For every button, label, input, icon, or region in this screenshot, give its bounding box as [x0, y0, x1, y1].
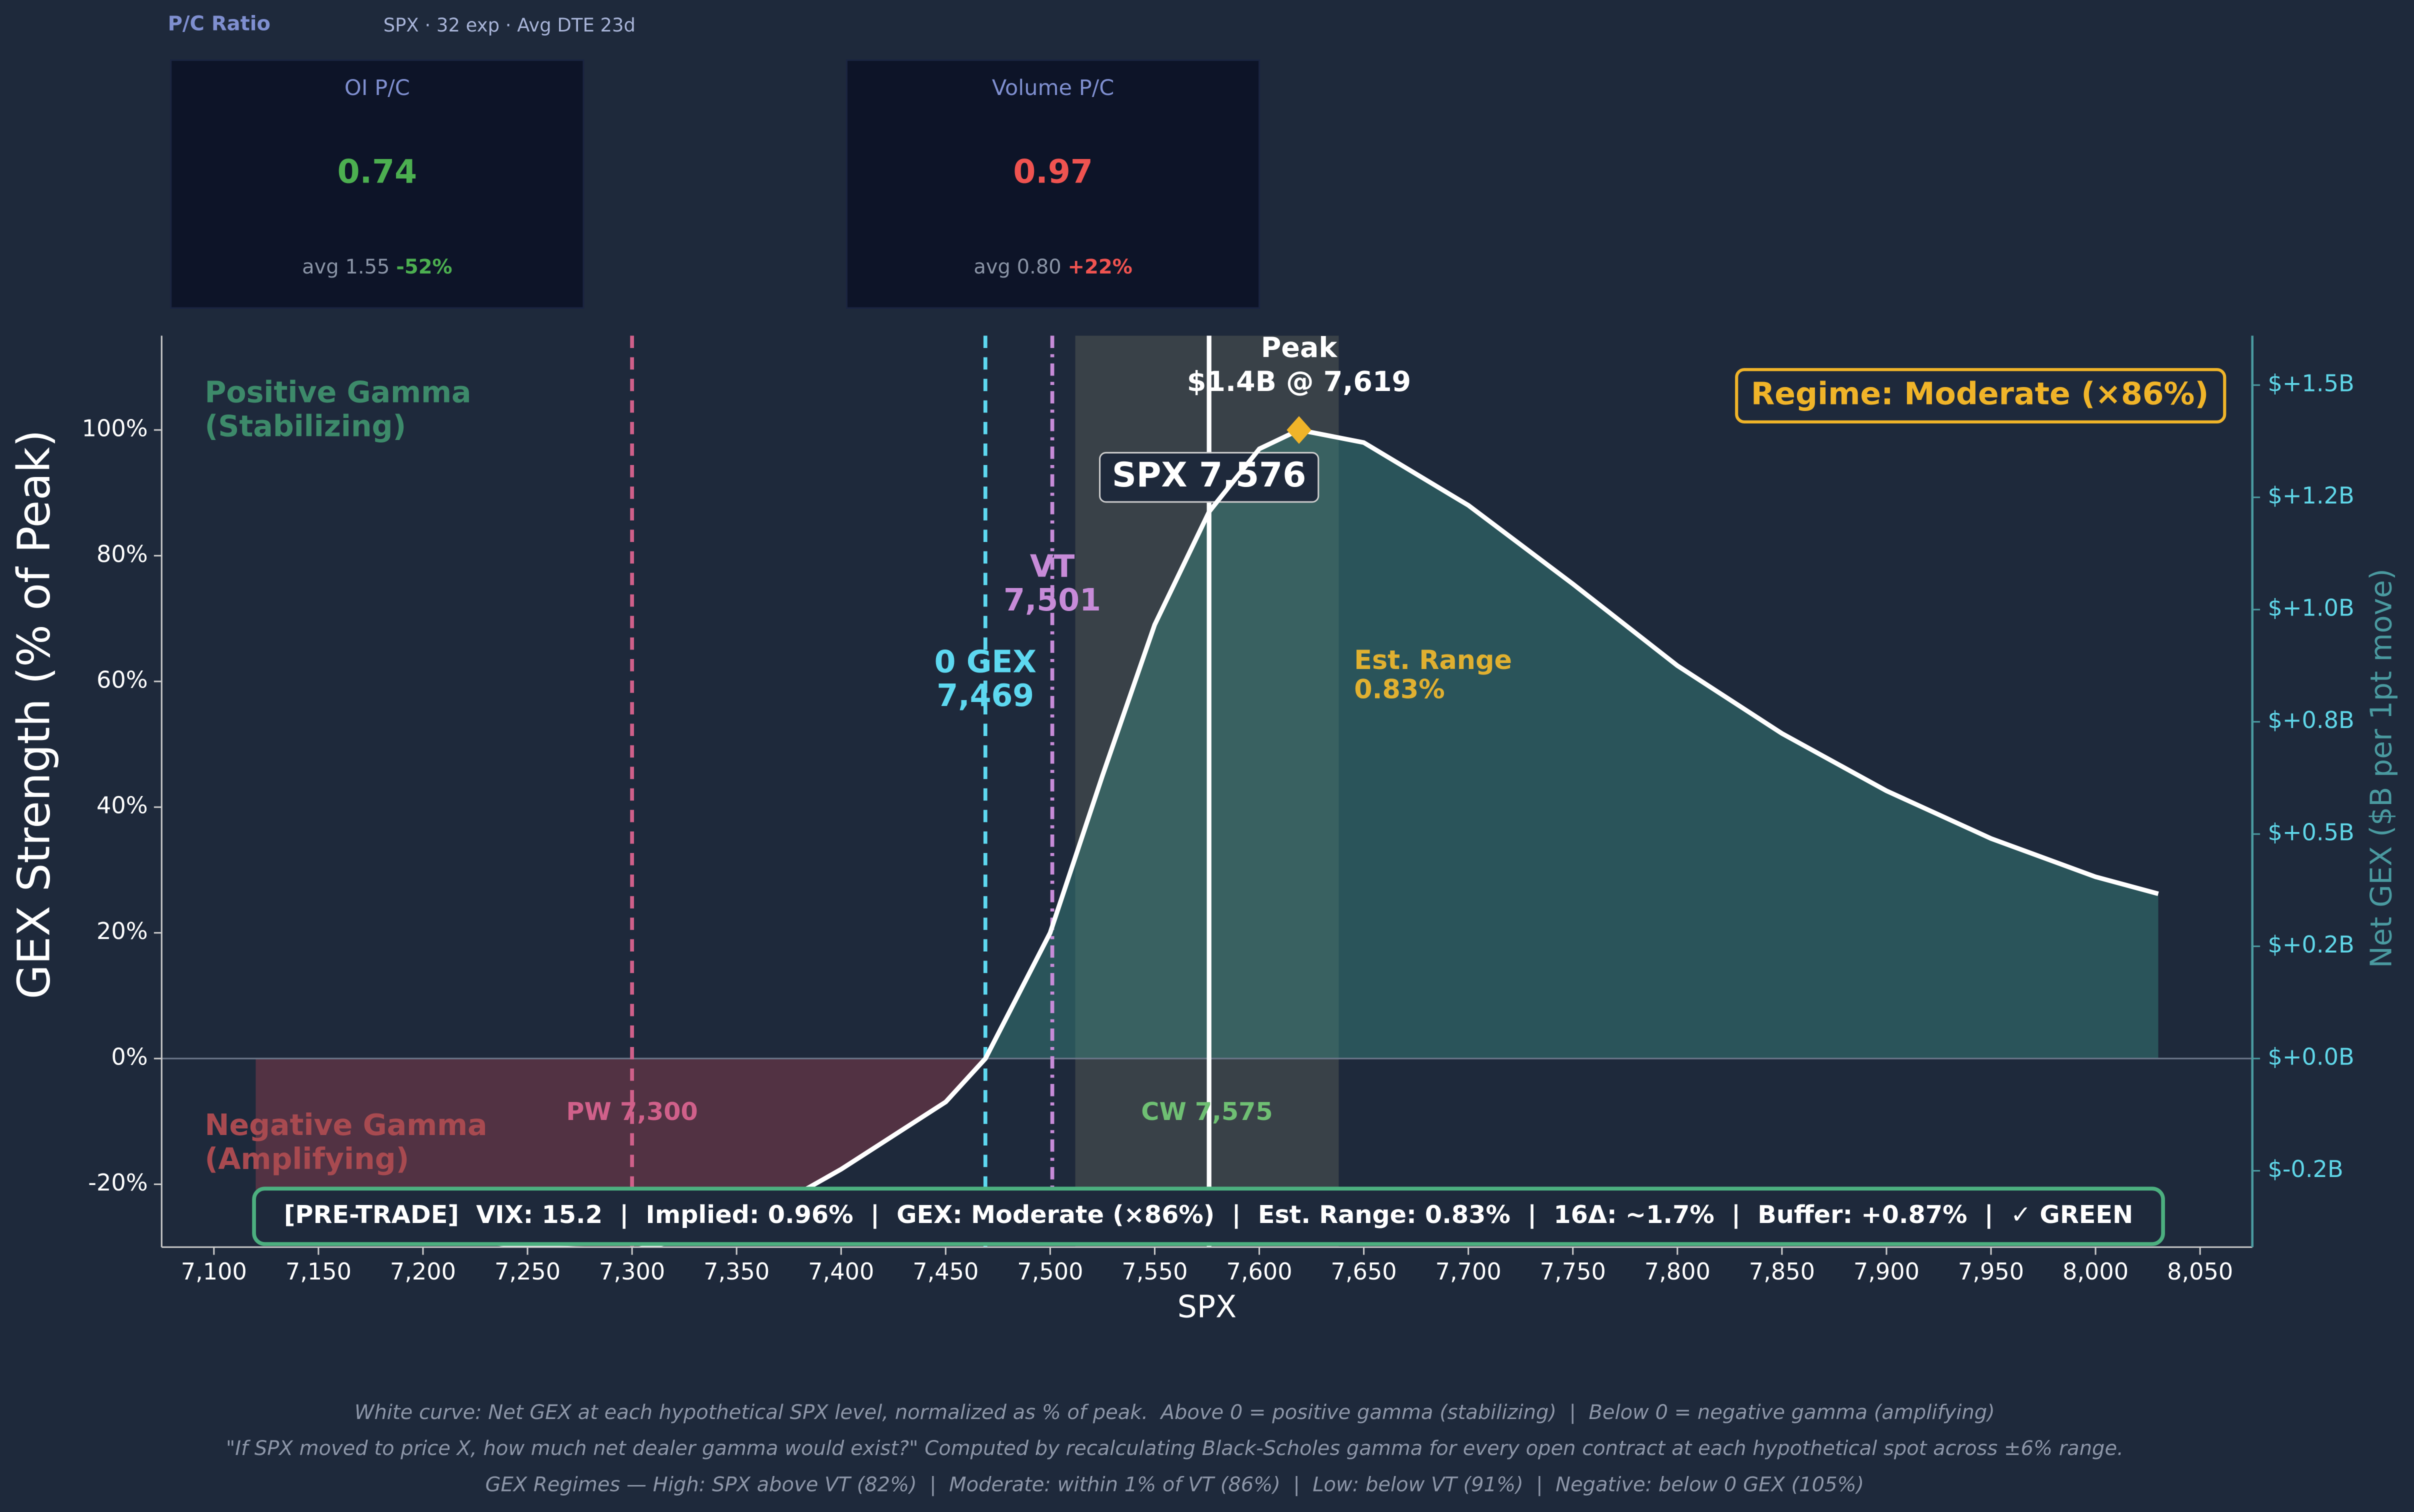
x-tick-label: 7,800	[1644, 1258, 1710, 1285]
region-label: (Amplifying)	[205, 1142, 410, 1176]
status-box	[252, 1186, 2165, 1246]
x-tick-label: 7,650	[1331, 1258, 1397, 1285]
regime-label: Regime: Moderate (×86%)	[1751, 376, 2209, 412]
regime-box	[1735, 368, 2226, 424]
x-tick-label: 7,400	[808, 1258, 874, 1285]
y2-tick-label: $+1.5B	[2268, 370, 2354, 397]
est-range-label: 0.83%	[1354, 674, 1445, 705]
y2-tick-label: $+0.2B	[2268, 931, 2354, 958]
y2-tick-label: $+1.0B	[2268, 594, 2354, 622]
y2-tick-label: $-0.2B	[2268, 1156, 2343, 1182]
x-tick-label: 8,050	[2167, 1258, 2233, 1285]
x-tick-label: 7,450	[912, 1258, 978, 1285]
x-tick-label: 7,550	[1122, 1258, 1188, 1285]
footnote: White curve: Net GEX at each hypothetica…	[354, 1401, 1995, 1424]
x-tick-label: 7,850	[1749, 1258, 1815, 1285]
x-tick-label: 7,500	[1017, 1258, 1083, 1285]
level-label: VT	[1030, 548, 1075, 584]
x-tick-label: 7,950	[1958, 1258, 2024, 1285]
card-label: OI P/C	[344, 76, 410, 100]
x-tick-label: 7,600	[1226, 1258, 1292, 1285]
y-tick-label: 60%	[96, 666, 148, 693]
region-label: Positive Gamma	[205, 376, 472, 410]
pc-card: Volume P/C 0.97 avg 0.80 +22%	[846, 59, 1260, 309]
card-bg	[846, 59, 1260, 309]
region-label: Negative Gamma	[205, 1108, 488, 1142]
card-avg: avg 1.55 -52%	[302, 256, 452, 278]
level-label: PW 7,300	[566, 1097, 698, 1126]
peak-marker	[1286, 416, 1312, 444]
y-tick-label: 80%	[96, 540, 148, 568]
card-label: Volume P/C	[992, 76, 1114, 100]
card-change: -52%	[396, 256, 452, 278]
y2-tick-label: $+0.8B	[2268, 706, 2354, 734]
x-tick-label: 7,750	[1540, 1258, 1606, 1285]
card-value: 0.97	[1013, 154, 1093, 191]
level-label: CW 7,575	[1141, 1097, 1272, 1126]
x-tick-label: 7,350	[704, 1258, 770, 1285]
card-bg	[170, 59, 584, 309]
footnote: GEX Regimes — High: SPX above VT (82%) |…	[486, 1473, 1864, 1496]
card-avg-value: avg 1.55	[302, 256, 390, 278]
header-subtitle: SPX · 32 exp · Avg DTE 23d	[384, 14, 636, 36]
y-tick-label: 0%	[111, 1044, 148, 1070]
level-label: 7,469	[936, 678, 1034, 714]
level-label: SPX 7,576	[1112, 455, 1306, 494]
x-tick-label: 8,000	[2062, 1258, 2128, 1285]
level-label-box	[1099, 452, 1320, 503]
est-range-label: Est. Range	[1354, 645, 1512, 676]
region-label: (Stabilizing)	[205, 409, 406, 443]
header-title: P/C Ratio	[168, 12, 270, 35]
card-avg-value: avg 0.80	[974, 256, 1061, 278]
y-tick-label: 100%	[82, 414, 148, 442]
x-tick-label: 7,100	[181, 1258, 247, 1285]
x-tick-label: 7,200	[390, 1258, 456, 1285]
y-tick-label: 20%	[96, 918, 148, 944]
footnote: "If SPX moved to price X, how much net d…	[226, 1437, 2124, 1460]
y-tick-label: 40%	[96, 792, 148, 819]
y2-tick-label: $+1.2B	[2268, 482, 2354, 509]
y2-axis-label: Net GEX ($B per 1pt move)	[2364, 568, 2398, 968]
x-tick-label: 7,900	[1854, 1258, 1920, 1285]
x-tick-label: 7,150	[286, 1258, 352, 1285]
x-tick-label: 7,250	[494, 1258, 560, 1285]
y-tick-label: -20%	[88, 1169, 148, 1196]
card-avg: avg 0.80 +22%	[974, 256, 1132, 278]
level-label: 7,501	[1004, 582, 1101, 618]
y-axis-label: GEX Strength (% of Peak)	[8, 430, 60, 999]
peak-label: $1.4B @ 7,619	[1187, 366, 1411, 398]
card-value: 0.74	[338, 154, 418, 191]
x-axis-label: SPX	[1178, 1288, 1236, 1324]
x-tick-label: 7,300	[599, 1258, 665, 1285]
level-label: 0 GEX	[934, 644, 1036, 680]
status-text: [PRE-TRADE] VIX: 15.2 | Implied: 0.96% |…	[284, 1200, 2133, 1229]
gex-curve	[255, 428, 2159, 1248]
peak-label: Peak	[1261, 332, 1338, 364]
x-tick-label: 7,700	[1436, 1258, 1502, 1285]
y2-tick-label: $+0.5B	[2268, 819, 2354, 846]
pc-card: OI P/C 0.74 avg 1.55 -52%	[170, 59, 584, 309]
card-change: +22%	[1068, 256, 1132, 278]
y2-tick-label: $+0.0B	[2268, 1044, 2354, 1070]
